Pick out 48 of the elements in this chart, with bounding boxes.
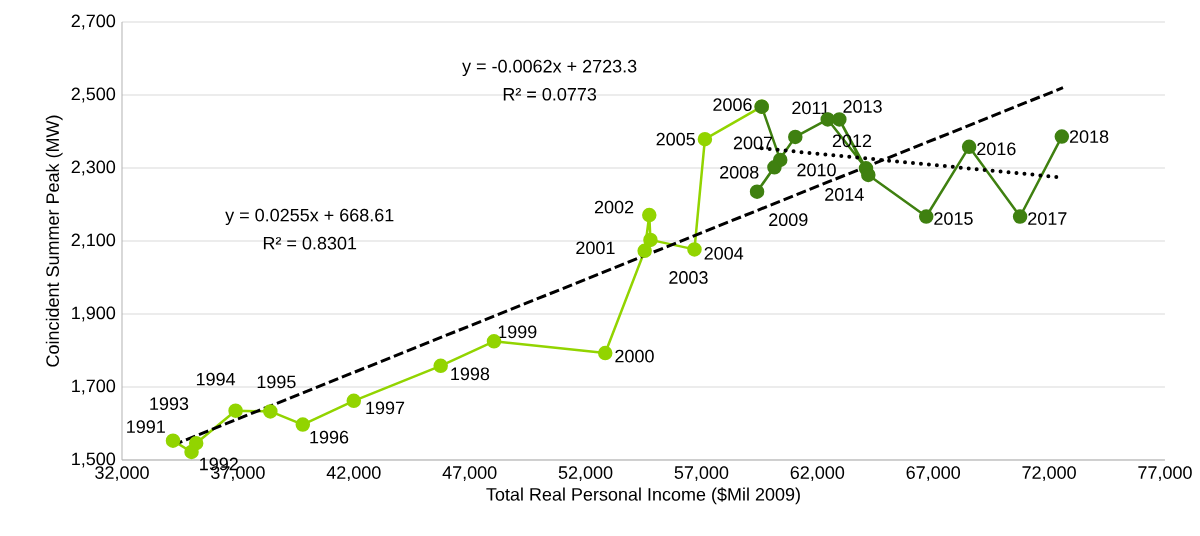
annotation: 1996: [310, 430, 349, 444]
y-tick-label: 2,700: [71, 14, 116, 30]
annotation: 1997: [366, 401, 405, 415]
annotation: 2017: [1028, 212, 1067, 225]
x-tick-label: 47,000: [442, 466, 497, 482]
annotation: 1991: [127, 420, 165, 434]
annotation: y = 0.0255x + 668.61: [225, 208, 394, 226]
annotation: 2000: [615, 349, 654, 363]
y-tick-label: 2,300: [71, 160, 116, 176]
y-tick-label: 1,900: [72, 306, 116, 322]
annotation: 1995: [257, 375, 296, 389]
annotation: 1999: [498, 325, 537, 339]
y-axis-title: Coincident Summer Peak (MW): [45, 115, 63, 367]
x-tick-label: 62,000: [790, 466, 845, 482]
annotation: 2013: [843, 100, 882, 113]
annotation: 1998: [451, 367, 490, 381]
x-axis-title: Total Real Personal Income ($Mil 2009): [486, 487, 800, 505]
x-tick-label: 72,000: [1022, 466, 1076, 482]
annotation: 2011: [792, 101, 830, 115]
x-tick-label: 67,000: [906, 466, 961, 482]
annotation: 2016: [977, 142, 1016, 156]
annotation: 2005: [656, 132, 695, 146]
annotation: 2002: [594, 200, 634, 214]
x-tick-label: 42,000: [326, 466, 381, 482]
annotation: 2004: [704, 247, 744, 260]
y-tick-label: 1,700: [72, 379, 116, 395]
annotation: 2006: [713, 98, 752, 112]
annotation: 2015: [934, 212, 973, 225]
annotation: 2003: [669, 271, 708, 284]
annotation: 1994: [196, 372, 236, 386]
annotation: 2008: [720, 165, 759, 179]
x-tick-label: 32,000: [95, 466, 149, 482]
x-tick-label: 77,000: [1138, 466, 1192, 482]
annotation: 2014: [825, 188, 864, 201]
y-tick-label: 2,100: [71, 233, 116, 249]
x-tick-label: 52,000: [558, 466, 613, 482]
annotation: R² = 0.8301: [263, 236, 357, 250]
annotation: 2007: [733, 136, 773, 150]
annotation: R² = 0.0773: [503, 87, 597, 101]
y-tick-label: 1,500: [72, 452, 116, 468]
x-tick-label: 57,000: [674, 466, 729, 482]
annotation: 2009: [769, 213, 808, 227]
y-tick-label: 2,500: [71, 87, 116, 103]
annotation: 2018: [1069, 130, 1109, 143]
annotation: 2001: [576, 241, 615, 255]
annotation: 2010: [797, 163, 836, 177]
annotation: y = -0.0062x + 2723.3: [462, 59, 637, 77]
annotation: 1993: [150, 397, 189, 410]
